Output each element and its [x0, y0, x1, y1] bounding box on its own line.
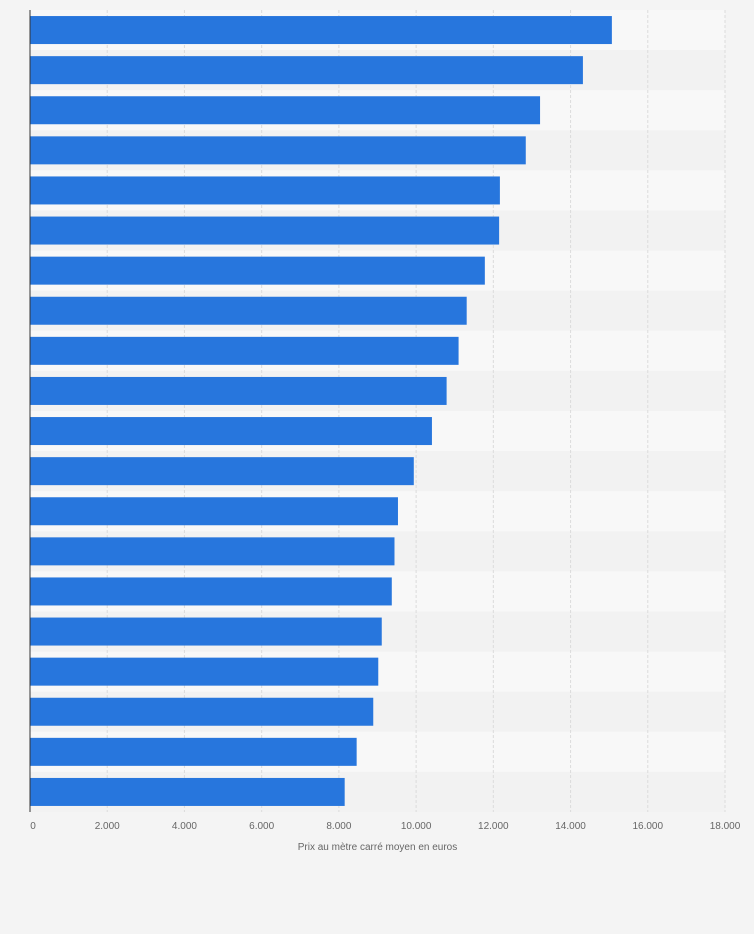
bar[interactable] [30, 256, 485, 285]
bar[interactable] [30, 577, 392, 606]
bar[interactable] [30, 296, 467, 325]
x-tick-label: 6.000 [249, 821, 274, 832]
x-tick-label: 2.000 [95, 821, 120, 832]
bar[interactable] [30, 336, 459, 365]
x-tick-label: 16.000 [632, 821, 663, 832]
gridlines [106, 10, 726, 812]
bar[interactable] [30, 56, 583, 85]
x-tick-label: 14.000 [555, 821, 586, 832]
x-tick-label: 12.000 [478, 821, 509, 832]
x-axis-ticks: 0 2.000 4.000 6.000 8.000 10.000 12.000 14.000 1… [30, 821, 741, 832]
row-bands [30, 10, 725, 812]
bar[interactable] [30, 617, 382, 646]
bar[interactable] [30, 417, 432, 446]
x-tick-label: 0 [30, 821, 36, 832]
bar[interactable] [30, 537, 395, 566]
x-axis-title: Prix au mètre carré moyen en euros [298, 842, 458, 853]
x-tick-label: 8.000 [326, 821, 351, 832]
x-tick-label: 10.000 [401, 821, 432, 832]
bar[interactable] [30, 136, 526, 165]
bar[interactable] [30, 96, 541, 125]
bars [30, 16, 612, 806]
bar[interactable] [30, 657, 379, 686]
bar[interactable] [30, 216, 500, 245]
bar[interactable] [30, 457, 414, 486]
bar[interactable] [30, 777, 345, 806]
bar[interactable] [30, 737, 357, 766]
bar[interactable] [30, 697, 374, 726]
bar[interactable] [30, 176, 500, 205]
bar[interactable] [30, 376, 447, 405]
x-tick-label: 18.000 [710, 821, 741, 832]
x-tick-label: 4.000 [172, 821, 197, 832]
bar[interactable] [30, 16, 612, 45]
bar[interactable] [30, 497, 398, 526]
